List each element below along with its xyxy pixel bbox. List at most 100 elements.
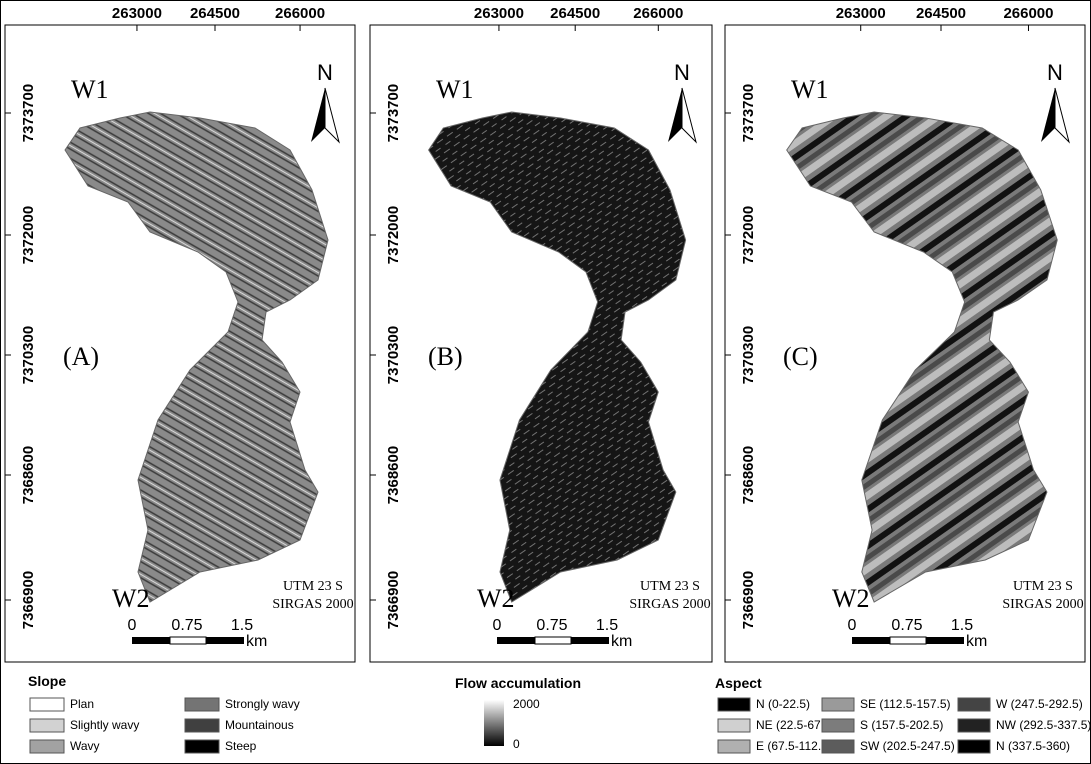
scale-label: 1.5 xyxy=(951,617,973,634)
projection-label: UTM 23 S xyxy=(1013,579,1073,594)
watershed-map xyxy=(428,111,687,603)
watershed-label: W1 xyxy=(791,75,829,104)
scale-unit: km xyxy=(246,633,267,650)
legend-swatch xyxy=(957,718,991,733)
scale-label: 0.75 xyxy=(171,617,202,634)
y-tick-label: 7368600 xyxy=(20,446,37,504)
legend-label: S (157.5-202.5) xyxy=(860,718,943,732)
scale-bar xyxy=(889,636,927,645)
legend-swatch xyxy=(821,697,855,712)
projection-label: UTM 23 S xyxy=(283,579,343,594)
scale-bar xyxy=(852,637,890,644)
scale-bar xyxy=(571,637,609,644)
north-label: N xyxy=(674,60,690,85)
scale-bar xyxy=(534,636,572,645)
x-tick-label: 264500 xyxy=(190,5,240,22)
scale-bar xyxy=(132,637,170,644)
watershed-map xyxy=(64,111,329,603)
legend-swatch xyxy=(184,739,220,754)
legend-title: Slope xyxy=(28,673,66,689)
scale-unit: km xyxy=(611,633,632,650)
y-tick-label: 7366900 xyxy=(20,571,37,629)
panel-label: (C) xyxy=(783,342,818,371)
datum-label: SIRGAS 2000 xyxy=(1002,597,1083,612)
legend-swatch xyxy=(717,739,751,754)
y-tick-label: 7368600 xyxy=(740,446,757,504)
scale-label: 0 xyxy=(493,617,502,634)
y-tick-label: 7370300 xyxy=(740,326,757,384)
scale-label: 0 xyxy=(848,617,857,634)
x-tick-label: 266000 xyxy=(1003,5,1053,22)
x-tick-label: 263000 xyxy=(836,5,886,22)
watershed-label: W1 xyxy=(436,75,474,104)
y-tick-label: 7368600 xyxy=(385,446,402,504)
legend-label: E (67.5-112.5) xyxy=(756,739,832,753)
y-tick-label: 7370300 xyxy=(20,326,37,384)
projection-label: UTM 23 S xyxy=(640,579,700,594)
y-tick-label: 7372000 xyxy=(740,206,757,264)
north-arrow xyxy=(1054,87,1070,144)
scale-bar xyxy=(497,637,535,644)
legend-swatch xyxy=(717,697,751,712)
scale-bar xyxy=(926,637,964,644)
y-tick-label: 7370300 xyxy=(385,326,402,384)
legend-label: Steep xyxy=(225,739,257,753)
y-tick-label: 7373700 xyxy=(20,84,37,142)
scale-label: 0 xyxy=(128,617,137,634)
legend-label: N (337.5-360) xyxy=(996,739,1070,753)
scale-bar xyxy=(169,636,207,645)
scale-label: 1.5 xyxy=(596,617,618,634)
north-arrow xyxy=(1041,88,1055,142)
y-tick-label: 7372000 xyxy=(20,206,37,264)
x-tick-label: 264500 xyxy=(550,5,600,22)
scale-label: 0.75 xyxy=(891,617,922,634)
north-arrow xyxy=(668,88,682,142)
legend-label: NW (292.5-337.5) xyxy=(996,718,1091,732)
legend-swatch xyxy=(957,697,991,712)
legend-label: Plan xyxy=(70,697,94,711)
legend-swatch xyxy=(821,739,855,754)
x-tick-label: 264500 xyxy=(916,5,966,22)
x-tick-label: 263000 xyxy=(112,5,162,22)
x-tick-label: 266000 xyxy=(275,5,325,22)
legend-label: SW (202.5-247.5) xyxy=(860,739,955,753)
legend-swatch xyxy=(29,697,65,712)
legend-label: Mountainous xyxy=(225,718,294,732)
x-tick-label: 266000 xyxy=(633,5,683,22)
legend-swatch xyxy=(29,739,65,754)
y-tick-label: 7373700 xyxy=(740,84,757,142)
watershed-label: W2 xyxy=(477,584,515,613)
scale-unit: km xyxy=(966,633,987,650)
datum-label: SIRGAS 2000 xyxy=(272,597,353,612)
north-arrow xyxy=(681,87,697,144)
scale-label: 1.5 xyxy=(231,617,253,634)
scale-bar xyxy=(206,637,244,644)
legend-swatch xyxy=(184,718,220,733)
watershed-label: W2 xyxy=(112,584,150,613)
legend-label: W (247.5-292.5) xyxy=(996,697,1083,711)
legend-label: Slightly wavy xyxy=(70,718,139,732)
panel-label: (B) xyxy=(428,342,463,371)
legend-label: 0 xyxy=(513,737,520,751)
panel-label: (A) xyxy=(63,342,99,371)
y-tick-label: 7366900 xyxy=(740,571,757,629)
watershed-label: W1 xyxy=(71,75,109,104)
north-arrow xyxy=(324,87,340,144)
legend-label: Strongly wavy xyxy=(225,697,300,711)
watershed-label: W2 xyxy=(832,584,870,613)
legend-swatch xyxy=(957,739,991,754)
legend-swatch xyxy=(821,718,855,733)
legend-label: 2000 xyxy=(513,697,540,711)
legend-title: Aspect xyxy=(715,675,762,691)
y-tick-label: 7366900 xyxy=(385,571,402,629)
y-tick-label: 7373700 xyxy=(385,84,402,142)
legend-label: NE (22.5-67.5) xyxy=(756,718,835,732)
north-arrow xyxy=(311,88,325,142)
scale-label: 0.75 xyxy=(536,617,567,634)
legend-swatch xyxy=(184,697,220,712)
north-label: N xyxy=(1047,60,1063,85)
legend-label: N (0-22.5) xyxy=(756,697,810,711)
legend-swatch xyxy=(717,718,751,733)
legend-swatch xyxy=(29,718,65,733)
